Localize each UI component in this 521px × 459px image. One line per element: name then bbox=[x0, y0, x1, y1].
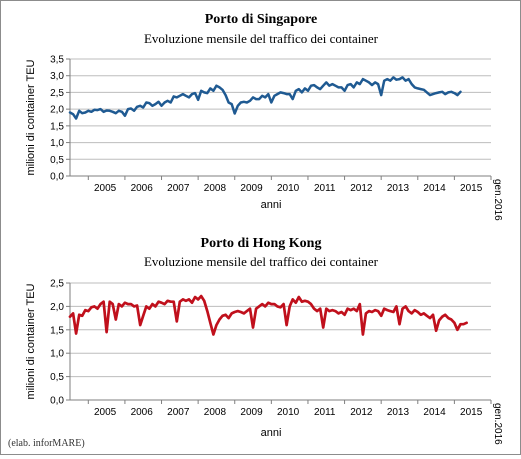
sg-x-tick-label: 2006 bbox=[131, 183, 154, 194]
hk-x-tick-label: 2005 bbox=[94, 407, 117, 418]
hk-y-tick-label: 2,0 bbox=[50, 302, 64, 313]
hk-x-tick-label: 2013 bbox=[387, 407, 410, 418]
hk-y-tick-label: 0,0 bbox=[50, 396, 64, 407]
sg-y-tick-label: 3,0 bbox=[50, 71, 64, 82]
credit-text: (elab. inforMARE) bbox=[8, 438, 85, 449]
sg-x-tick-label: 2007 bbox=[167, 183, 190, 194]
sg-x-axis-label: anni bbox=[261, 199, 282, 211]
sg-x-tick-label: 2010 bbox=[277, 183, 300, 194]
hk-x-tick-label: 2015 bbox=[460, 407, 483, 418]
sg-y-tick-label: 3,5 bbox=[50, 55, 64, 66]
sg-x-tick-label: 2012 bbox=[350, 183, 373, 194]
hk-x-tick-label: 2008 bbox=[204, 407, 227, 418]
hk-y-tick-label: 2,5 bbox=[50, 279, 64, 290]
sg-y-tick-label: 2,5 bbox=[50, 88, 64, 99]
hk-x-tick-label: 2011 bbox=[314, 407, 336, 418]
sg-y-axis-label: milioni di container TEU bbox=[25, 59, 37, 175]
sg-y-tick-label: 0,0 bbox=[50, 172, 64, 183]
sg-x-tick-label: 2011 bbox=[314, 183, 336, 194]
sg-x-tick-label: 2005 bbox=[94, 183, 117, 194]
hk-x-axis-label: anni bbox=[261, 427, 282, 439]
sg-y-tick-label: 1,5 bbox=[50, 121, 64, 132]
sg-x-tick-label: 2009 bbox=[240, 183, 263, 194]
hk-y-tick-label: 1,5 bbox=[50, 325, 64, 336]
sg-series-line bbox=[68, 76, 462, 120]
hk-series-line bbox=[68, 294, 468, 336]
sg-y-tick-label: 1,0 bbox=[50, 138, 64, 149]
hk-x-tick-label: 2006 bbox=[131, 407, 154, 418]
hk-y-tick-label: 1,0 bbox=[50, 349, 64, 360]
sg-y-tick-label: 0,5 bbox=[50, 155, 64, 166]
hk-x-tick-label: 2009 bbox=[240, 407, 263, 418]
hk-x-tick-label: 2014 bbox=[423, 407, 446, 418]
hk-y-tick-label: 0,5 bbox=[50, 372, 64, 383]
sg-chart: Porto di Singapore Evoluzione mensile del… bbox=[25, 12, 503, 221]
sg-x-tick-label: 2013 bbox=[387, 183, 410, 194]
sg-x-tick-label: 2014 bbox=[423, 183, 446, 194]
sg-y-tick-label: 2,0 bbox=[50, 105, 64, 116]
hk-chart-subtitle: Evoluzione mensile del traffico dei cont… bbox=[144, 254, 379, 269]
hk-x-tick-label: 2007 bbox=[167, 407, 190, 418]
sg-x-end-label: gen.2016 bbox=[492, 179, 503, 221]
sg-chart-title: Porto di Singapore bbox=[205, 12, 318, 27]
hk-chart-title: Porto di Hong Kong bbox=[201, 236, 322, 251]
hk-y-axis-label: milioni di container TEU bbox=[25, 283, 37, 399]
sg-chart-subtitle: Evoluzione mensile del traffico dei cont… bbox=[144, 31, 379, 46]
hk-x-end-label: gen.2016 bbox=[492, 403, 503, 445]
sg-x-tick-label: 2008 bbox=[204, 183, 227, 194]
hk-chart: Porto di Hong Kong Evoluzione mensile del… bbox=[25, 236, 503, 445]
hk-x-tick-label: 2012 bbox=[350, 407, 373, 418]
sg-x-tick-label: 2015 bbox=[460, 183, 483, 194]
hk-x-tick-label: 2010 bbox=[277, 407, 300, 418]
